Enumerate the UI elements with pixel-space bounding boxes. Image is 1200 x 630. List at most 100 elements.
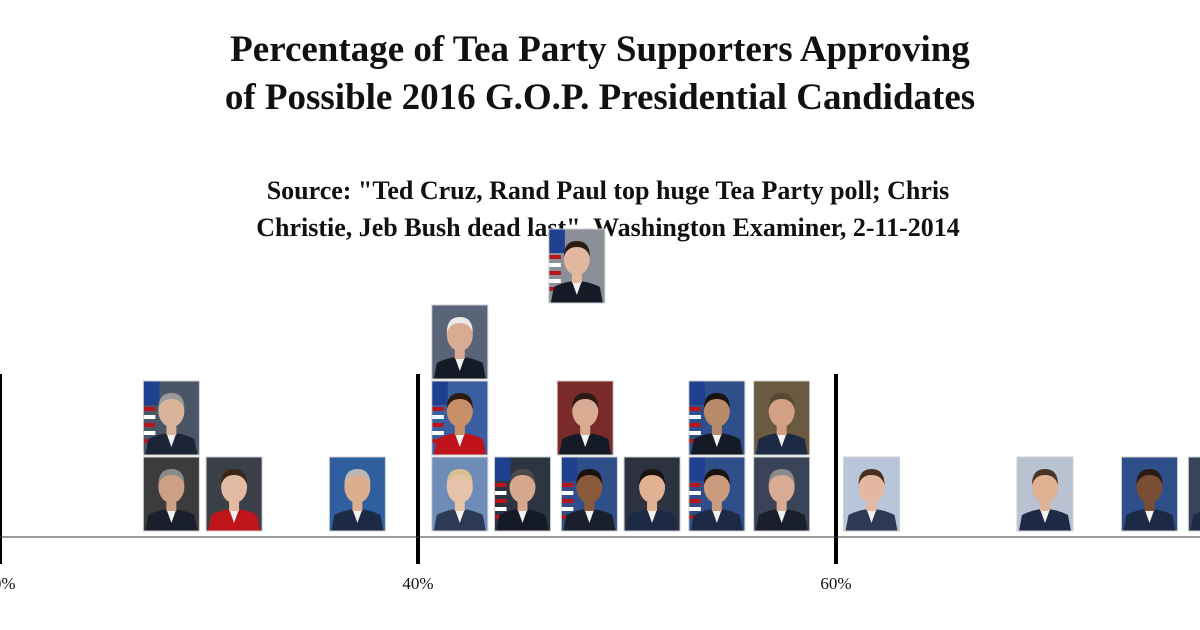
photo-border (431, 380, 489, 456)
neck-shape (1040, 501, 1050, 511)
photo-border (753, 456, 811, 532)
hair-shape (446, 393, 473, 409)
flag-stripe (561, 483, 574, 487)
collar-shape (866, 509, 877, 523)
candidate-photo-point (623, 456, 681, 532)
neck-shape (454, 349, 465, 359)
collar-shape (580, 433, 591, 447)
flag-canton (494, 457, 511, 481)
neck-shape (866, 501, 877, 511)
hair-shape (563, 241, 590, 257)
hair-shape (158, 393, 185, 409)
flag-canton (548, 229, 565, 253)
neck-shape (517, 501, 528, 511)
collar-shape (454, 357, 465, 371)
collar-shape (571, 281, 582, 295)
candidate-photo-point (753, 456, 811, 532)
photo-border (431, 456, 489, 532)
chart-title: Percentage of Tea Party Supporters Appro… (0, 26, 1200, 122)
hair-shape (221, 469, 248, 485)
flag-stripe (494, 483, 507, 487)
candidate-photo-point (560, 456, 618, 532)
neck-shape (571, 273, 582, 283)
flag-stripe (494, 491, 507, 495)
face-shape (446, 319, 473, 351)
face-shape (158, 395, 185, 427)
x-tick-label: 40% (402, 574, 433, 593)
flag-stripe (561, 507, 574, 511)
candidate-photo-point (431, 456, 489, 532)
face-shape (446, 471, 473, 503)
candidate-photo-point (494, 456, 551, 532)
flag-stripe (688, 499, 701, 503)
hair-shape (446, 317, 473, 333)
photo-border (1187, 456, 1200, 532)
neck-shape (776, 501, 787, 511)
flag-stripe (561, 491, 574, 495)
flag-canton (561, 457, 578, 481)
collar-shape (711, 509, 722, 523)
face-shape (572, 395, 599, 427)
candidate-photo-point (556, 380, 614, 456)
flag-stripe (431, 423, 444, 427)
flag-stripe (548, 255, 561, 259)
collar-shape (776, 433, 787, 447)
photo-border (205, 456, 263, 532)
hair-shape (576, 469, 603, 485)
candidate-photo-point (328, 456, 386, 532)
collar-shape (1144, 509, 1155, 523)
suit-shape (1190, 512, 1200, 531)
flag-stripe (548, 279, 561, 283)
candidate-photo-point (142, 456, 200, 532)
photo-background (1188, 457, 1200, 531)
collar-shape (166, 509, 177, 523)
photo-border (431, 304, 489, 380)
hair-shape (768, 469, 795, 485)
x-tick-label: 60% (820, 574, 851, 593)
neck-shape (454, 425, 465, 435)
hair-shape (158, 469, 185, 485)
neck-shape (454, 501, 465, 511)
collar-shape (776, 509, 787, 523)
chart-title-line-1: Percentage of Tea Party Supporters Appro… (230, 29, 970, 70)
face-shape (703, 471, 730, 503)
candidate-photo-point (753, 380, 811, 456)
face-shape (344, 471, 371, 503)
flag-stripe (688, 431, 701, 435)
collar-shape (229, 509, 240, 523)
face-shape (858, 471, 885, 503)
collar-shape (454, 433, 465, 447)
hair-shape (858, 469, 885, 485)
collar-shape (647, 509, 658, 523)
candidate-photo-point (205, 456, 263, 532)
photo-border (328, 456, 386, 532)
face-shape (639, 471, 666, 503)
chart-subtitle-line-2: Christie, Jeb Bush dead last", Washingto… (256, 213, 960, 242)
collar-shape (166, 433, 177, 447)
photo-border (1016, 456, 1074, 532)
face-shape (158, 471, 185, 503)
face-shape (221, 471, 248, 503)
candidate-photo-point (1187, 456, 1200, 532)
flag-stripe (561, 499, 574, 503)
candidate-photo-point (688, 456, 746, 532)
face-shape (509, 471, 536, 503)
photo-border (688, 380, 746, 456)
flag-stripe (143, 431, 156, 435)
photo-border (688, 456, 746, 532)
photo-border (623, 456, 681, 532)
flag-stripe (431, 415, 444, 419)
flag-stripe (494, 499, 507, 503)
photo-border (494, 456, 551, 532)
neck-shape (711, 501, 722, 511)
flag-canton (688, 457, 705, 481)
flag-stripe (548, 271, 561, 275)
neck-shape (352, 501, 363, 511)
flag-stripe (143, 415, 156, 419)
hair-shape (572, 393, 599, 409)
face-shape (768, 471, 795, 503)
flag-stripe (548, 263, 561, 267)
hair-shape (703, 469, 730, 485)
x-tick-label: 20% (0, 574, 16, 593)
